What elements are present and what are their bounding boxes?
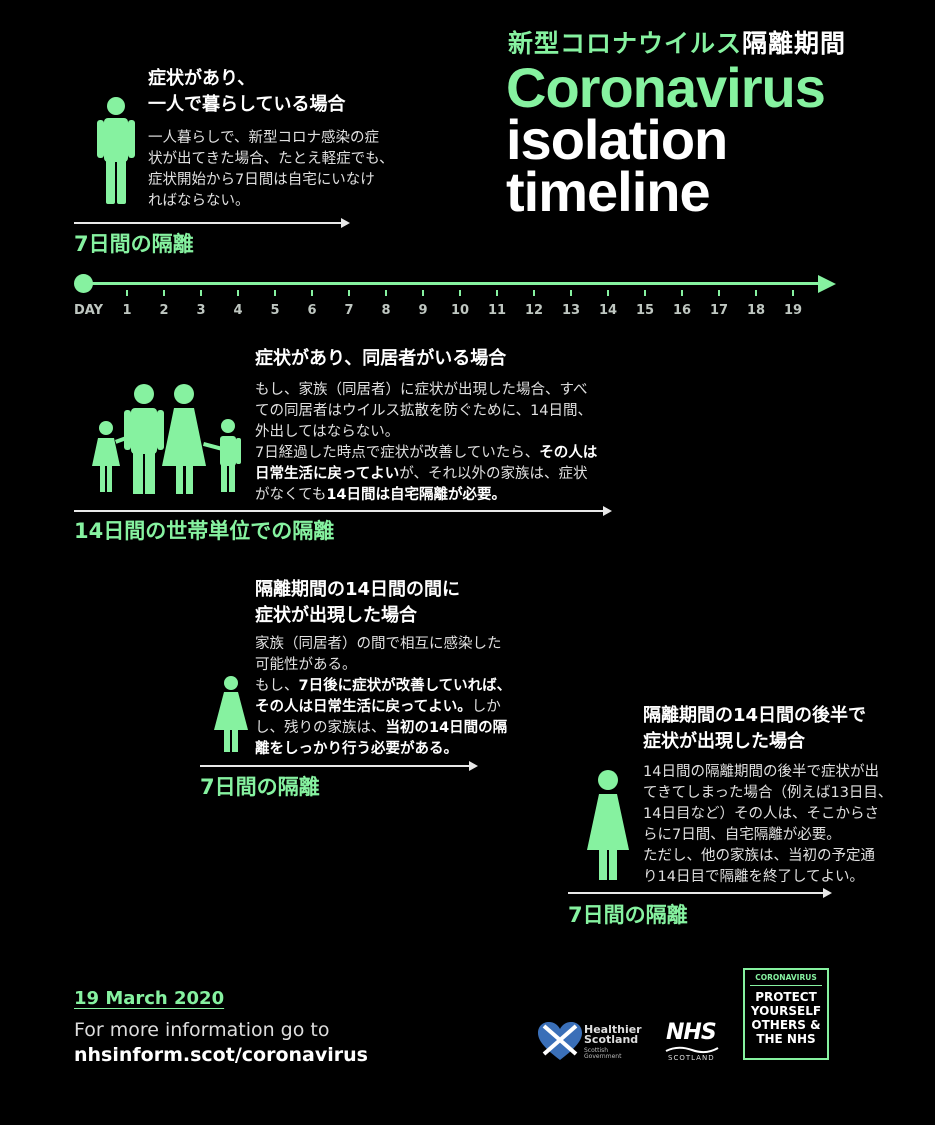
timeline-tick (163, 290, 165, 296)
publish-date: 19 March 2020 (74, 988, 225, 1009)
timeline-tick (607, 290, 609, 296)
section1-body: 一人暮らしで、新型コロナ感染の症 状が出てきた場合、たとえ軽症でも、 症状開始か… (148, 130, 394, 209)
timeline-day-number: 3 (196, 303, 206, 318)
timeline-day-number: 11 (487, 303, 507, 318)
timeline-tick (237, 290, 239, 296)
timeline-tick (422, 290, 424, 296)
timeline-tick (681, 290, 683, 296)
timeline-day-number: 4 (233, 303, 243, 318)
japanese-title: 新型コロナウイルス隔離期間 (508, 24, 846, 60)
japanese-title-green: 新型コロナウイルス (508, 29, 743, 58)
timeline-day-number: 12 (524, 303, 544, 318)
timeline-day-number: 14 (598, 303, 618, 318)
english-title-line1: Coronavirus (506, 56, 826, 119)
woman-icon (214, 676, 248, 752)
timeline-tick (200, 290, 202, 296)
woman-large-icon (587, 770, 629, 880)
section2-heading: 症状があり、同居者がいる場合 (255, 348, 507, 369)
timeline-day-number: 13 (561, 303, 581, 318)
timeline-day-number: 15 (635, 303, 655, 318)
person-icon (97, 97, 135, 204)
section2-body: もし、家族（同居者）に症状が出現した場合、すべ ての同居者はウイルス拡散を防ぐた… (255, 382, 598, 503)
timeline-axis (84, 282, 820, 285)
protect-badge-text: PROTECT YOURSELF OTHERS & THE NHS (750, 990, 822, 1046)
section4-heading: 隔離期間の14日間の後半で 症状が出現した場合 (643, 705, 867, 752)
section4-period-label: 7日間の隔離 (568, 903, 688, 927)
timeline-day-number: 19 (783, 303, 803, 318)
english-title-line3: timeline (506, 160, 711, 223)
section2-period-label: 14日間の世帯単位での隔離 (74, 519, 335, 543)
section4-period-arrow (568, 888, 832, 898)
timeline-tick (755, 290, 757, 296)
info-text: For more information go to (74, 1019, 330, 1041)
timeline-day-number: 16 (672, 303, 692, 318)
timeline-tick (126, 290, 128, 296)
healthier-scotland-logo-text: Healthier Scotland (584, 1023, 642, 1046)
timeline-tick (644, 290, 646, 296)
timeline-tick (274, 290, 276, 296)
timeline-day-number: 17 (709, 303, 729, 318)
timeline-day-number: 2 (159, 303, 169, 318)
timeline-arrow-head (818, 275, 836, 293)
timeline-day-number: 9 (418, 303, 428, 318)
timeline-tick (533, 290, 535, 296)
nhs-logo: NHS (666, 1020, 717, 1045)
japanese-title-white: 隔離期間 (742, 29, 847, 58)
protect-badge (743, 968, 829, 1060)
nhs-scotland-text: SCOTLAND (668, 1054, 715, 1062)
english-title-line2: isolation (506, 108, 728, 171)
timeline-start-dot (74, 274, 93, 293)
timeline-day-number: 1 (122, 303, 132, 318)
timeline-tick (570, 290, 572, 296)
timeline-day-number: 6 (307, 303, 317, 318)
timeline-tick (311, 290, 313, 296)
timeline-day-number: 10 (450, 303, 470, 318)
protect-badge-caption: CORONAVIRUS (755, 973, 817, 982)
timeline-day-number: 7 (344, 303, 354, 318)
timeline-tick (459, 290, 461, 296)
protect-badge-rule (750, 985, 822, 986)
timeline-tick (385, 290, 387, 296)
info-link[interactable]: nhsinform.scot/coronavirus (74, 1044, 368, 1066)
section2-period-arrow (74, 506, 612, 516)
scottish-government-text: Scottish Government (584, 1047, 622, 1060)
section3-body: 家族（同居者）の間で相互に感染した 可能性がある。 もし、7日後に症状が改善して… (255, 636, 512, 757)
section1-period-label: 7日間の隔離 (74, 232, 194, 256)
section4-body: 14日間の隔離期間の後半で症状が出 てきてしまった場合（例えば13日目、 14日… (643, 764, 893, 885)
family-icon (92, 384, 241, 494)
timeline-day-number: 18 (746, 303, 766, 318)
section1-period-arrow (74, 218, 350, 228)
section3-period-label: 7日間の隔離 (200, 775, 320, 799)
timeline-day-number: 8 (381, 303, 391, 318)
section1-heading: 症状があり、 一人で暮らしている場合 (148, 68, 346, 115)
timeline-day-number: 5 (270, 303, 280, 318)
nhs-wave-icon (665, 1046, 719, 1054)
timeline-tick (792, 290, 794, 296)
timeline-tick (496, 290, 498, 296)
timeline-day-label: DAY (74, 303, 104, 318)
timeline-tick (348, 290, 350, 296)
section3-heading: 隔離期間の14日間の間に 症状が出現した場合 (255, 579, 461, 626)
section3-period-arrow (200, 761, 478, 771)
english-title: Coronavirus isolation timeline (506, 56, 826, 223)
healthier-scotland-heart-icon (538, 1022, 582, 1060)
timeline-tick (718, 290, 720, 296)
